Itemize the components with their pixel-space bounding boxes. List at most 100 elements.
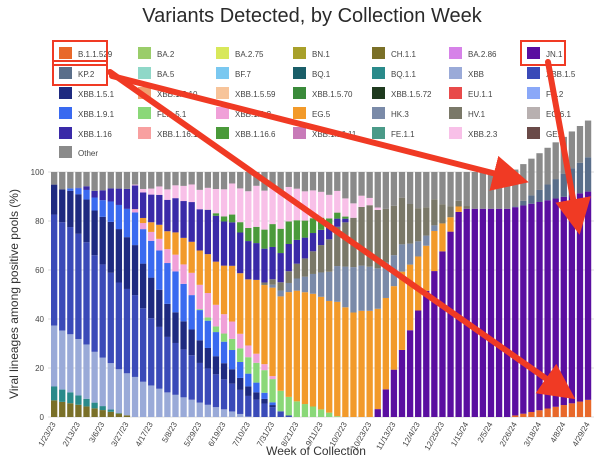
bar-segment-other (342, 172, 348, 198)
bar-segment-xbb (116, 369, 122, 413)
bar-segment-xbb-2-3 (189, 184, 195, 202)
legend-item-jn-1[interactable]: JN.1 (527, 47, 563, 59)
bar-segment-xbb-2-3 (334, 191, 340, 213)
bar-segment-other (221, 172, 227, 189)
legend-item-eu-1-1[interactable]: EU.1.1 (449, 87, 493, 99)
bar-segment-eg-5 (431, 231, 437, 271)
legend-item-bq-1-1[interactable]: BQ.1.1 (372, 67, 416, 79)
legend-item-ba-2-86[interactable]: BA.2.86 (449, 47, 497, 59)
bar-segment-xbb-2-3 (197, 190, 203, 209)
bar-segment-other (286, 172, 292, 187)
bar-segment-xbb-1-16 (140, 193, 146, 218)
legend-item-xbb-1-5-72[interactable]: XBB.1.5.72 (372, 87, 432, 99)
bar-segment-bq-1-1 (75, 395, 81, 404)
bar-segment-xbb-1-5 (253, 400, 259, 417)
bar-segment-xbb-1-9-2 (253, 354, 259, 363)
bar-segment-xbb-2-3 (221, 189, 227, 216)
week-bar (447, 172, 453, 417)
bar-segment-other (124, 172, 130, 189)
bar-segment-xbb-1-9-1 (83, 190, 89, 200)
legend-label: BA.2.86 (468, 50, 497, 59)
bar-segment-xbb-2-3 (156, 186, 162, 194)
bar-segment-xbb-1-9-1 (132, 212, 138, 245)
legend-item-fd-2[interactable]: FD.2 (527, 87, 564, 99)
legend-item-ba-5[interactable]: BA.5 (138, 67, 175, 79)
y-tick-label: 40 (35, 315, 44, 324)
bar-segment-xbb-1-9-2 (148, 232, 154, 241)
bar-segment-xbb-1-5 (213, 374, 219, 407)
bar-segment-xbb-2-3 (164, 189, 170, 199)
legend-item-ch-1-1[interactable]: CH.1.1 (372, 47, 416, 59)
legend-item-bq-1[interactable]: BQ.1 (293, 67, 331, 79)
legend-item-xbb-1-9-1[interactable]: XBB.1.9.1 (59, 107, 115, 119)
bar-segment-b-1-1-529 (585, 400, 591, 417)
bar-segment-hv-1 (310, 251, 316, 274)
legend-item-bf-7[interactable]: BF.7 (216, 67, 252, 79)
bar-segment-other (83, 172, 89, 186)
legend-item-bn-1[interactable]: BN.1 (293, 47, 330, 59)
legend-item-xbb-2-3[interactable]: XBB.2.3 (449, 127, 498, 139)
legend-item-xbb-1-5-1[interactable]: XBB.1.5.1 (59, 87, 115, 99)
bar-segment-ch-1-1 (116, 414, 122, 417)
bar-segment-other (245, 172, 251, 191)
bar-segment-other (91, 172, 97, 191)
bar-segment-xbb-1-5 (67, 227, 73, 334)
bar-segment-eg-5 (399, 272, 405, 350)
bar-segment-xbb-1-9-1 (124, 209, 130, 237)
x-tick-label: 4/17/23 (134, 420, 155, 448)
bar-segment-bq-1-1 (59, 390, 65, 402)
bar-segment-xbb-1-5 (91, 255, 97, 352)
bar-segment-xbb-1-9-2 (140, 223, 146, 229)
bar-segment-xbb-1-5-1 (261, 399, 267, 404)
week-bar (310, 172, 316, 417)
bar-segment-xbb-1-9-1 (229, 350, 235, 369)
legend-item-hk-3[interactable]: HK.3 (372, 107, 409, 119)
bar-segment-ch-1-1 (124, 415, 130, 417)
x-tick-label: 1/15/24 (449, 420, 470, 448)
legend-item-other[interactable]: Other (59, 146, 98, 158)
bar-segment-jn-1 (399, 350, 405, 417)
bar-segment-xbb-1-16-6 (253, 227, 259, 243)
legend-item-eg-5[interactable]: EG.5 (293, 107, 331, 119)
legend-item-xbb-1-5-70[interactable]: XBB.1.5.70 (293, 87, 353, 99)
legend-label: XBB.1.5.59 (235, 90, 276, 99)
bar-segment-ch-1-1 (108, 412, 114, 417)
legend-item-xbb-1-16[interactable]: XBB.1.16 (59, 127, 112, 139)
legend-item-xbb-1-16-6[interactable]: XBB.1.16.6 (216, 127, 276, 139)
bar-segment-jn-1 (447, 232, 453, 417)
bar-segment-xbb-1-5 (100, 264, 106, 357)
bar-segment-xbb-1-9-2 (269, 376, 275, 379)
legend-item-fe-1-1[interactable]: FE.1.1 (372, 127, 415, 139)
bar-segment-xbb-1-5 (156, 327, 162, 389)
legend-item-kp-2[interactable]: KP.2 (59, 67, 95, 79)
bar-segment-xbb-1-16 (205, 210, 211, 254)
week-bar (51, 172, 57, 417)
legend-item-xbb-1-5-59[interactable]: XBB.1.5.59 (216, 87, 276, 99)
bar-segment-xbb-1-9-1 (140, 229, 146, 263)
legend-item-hv-1[interactable]: HV.1 (449, 107, 486, 119)
legend-swatch (138, 67, 151, 79)
week-bar (67, 172, 73, 417)
week-bar (91, 172, 97, 417)
bar-segment-xbb-1-5 (197, 363, 203, 403)
bar-segment-xbb-1-9-2 (197, 285, 203, 309)
legend-item-xbb[interactable]: XBB (449, 67, 484, 79)
bar-segment-xbb (67, 334, 73, 392)
week-bar (124, 172, 130, 417)
x-tick-label: 4/29/24 (571, 420, 592, 448)
legend-item-ba-2-75[interactable]: BA.2.75 (216, 47, 264, 59)
bar-segment-eg-5 (269, 288, 275, 376)
legend-item-ba-2[interactable]: BA.2 (138, 47, 175, 59)
legend-item-b-1-1-529[interactable]: B.1.1.529 (59, 47, 113, 59)
bar-segment-xbb-1-9-2 (213, 305, 219, 327)
legend-label: JN.1 (546, 50, 563, 59)
bar-segment-xbb (213, 407, 219, 417)
legend-item-eg-6-1[interactable]: EG.6.1 (527, 107, 571, 119)
y-tick-label: 20 (35, 364, 44, 373)
legend-swatch (293, 127, 306, 139)
bar-segment-other (180, 172, 186, 186)
week-bar (148, 172, 154, 417)
bar-segment-xbb-1-5 (108, 273, 114, 363)
bar-segment-other (116, 172, 122, 189)
bar-segment-xbb-1-5 (164, 337, 170, 392)
